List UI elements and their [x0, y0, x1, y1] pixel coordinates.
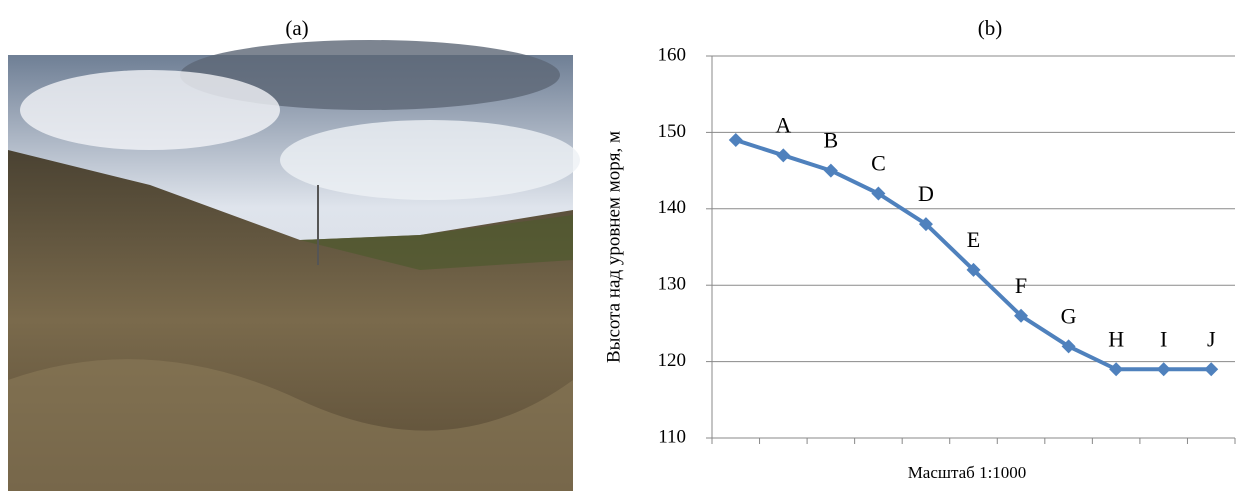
panel-label: (a): [285, 16, 308, 40]
marker: [966, 262, 981, 277]
y-tick-label: 120: [658, 350, 687, 371]
panel-label: (b): [978, 16, 1003, 40]
point-label: H: [1108, 326, 1124, 351]
point-label: B: [824, 128, 839, 153]
point-label: J: [1207, 326, 1216, 351]
point-label: I: [1160, 326, 1167, 351]
marker: [1061, 339, 1076, 354]
marker: [776, 148, 791, 163]
marker: [871, 186, 886, 201]
line: [735, 138, 1212, 372]
y-tick-label: 160: [658, 44, 687, 65]
marker: [1204, 362, 1219, 377]
y-tick-label: 150: [658, 121, 687, 142]
y-tick-label: 110: [658, 426, 686, 447]
marker: [1156, 362, 1171, 377]
point-label: F: [1015, 273, 1027, 298]
marker: [1109, 362, 1124, 377]
point-label: C: [871, 151, 886, 176]
point-label: G: [1061, 303, 1077, 328]
photo: [8, 40, 580, 491]
marker: [823, 163, 838, 178]
y-tick-label: 140: [658, 197, 687, 218]
marker: [918, 217, 933, 232]
point-label: E: [967, 227, 980, 252]
y-axis-label: Высота над уровнем моря, м: [603, 131, 624, 363]
marker: [1014, 308, 1029, 323]
point-label: D: [918, 181, 934, 206]
y-tick-label: 130: [658, 274, 687, 295]
marker: [728, 133, 743, 148]
point-label: A: [775, 112, 791, 137]
x-axis-label: Масштаб 1:1000: [908, 463, 1027, 482]
